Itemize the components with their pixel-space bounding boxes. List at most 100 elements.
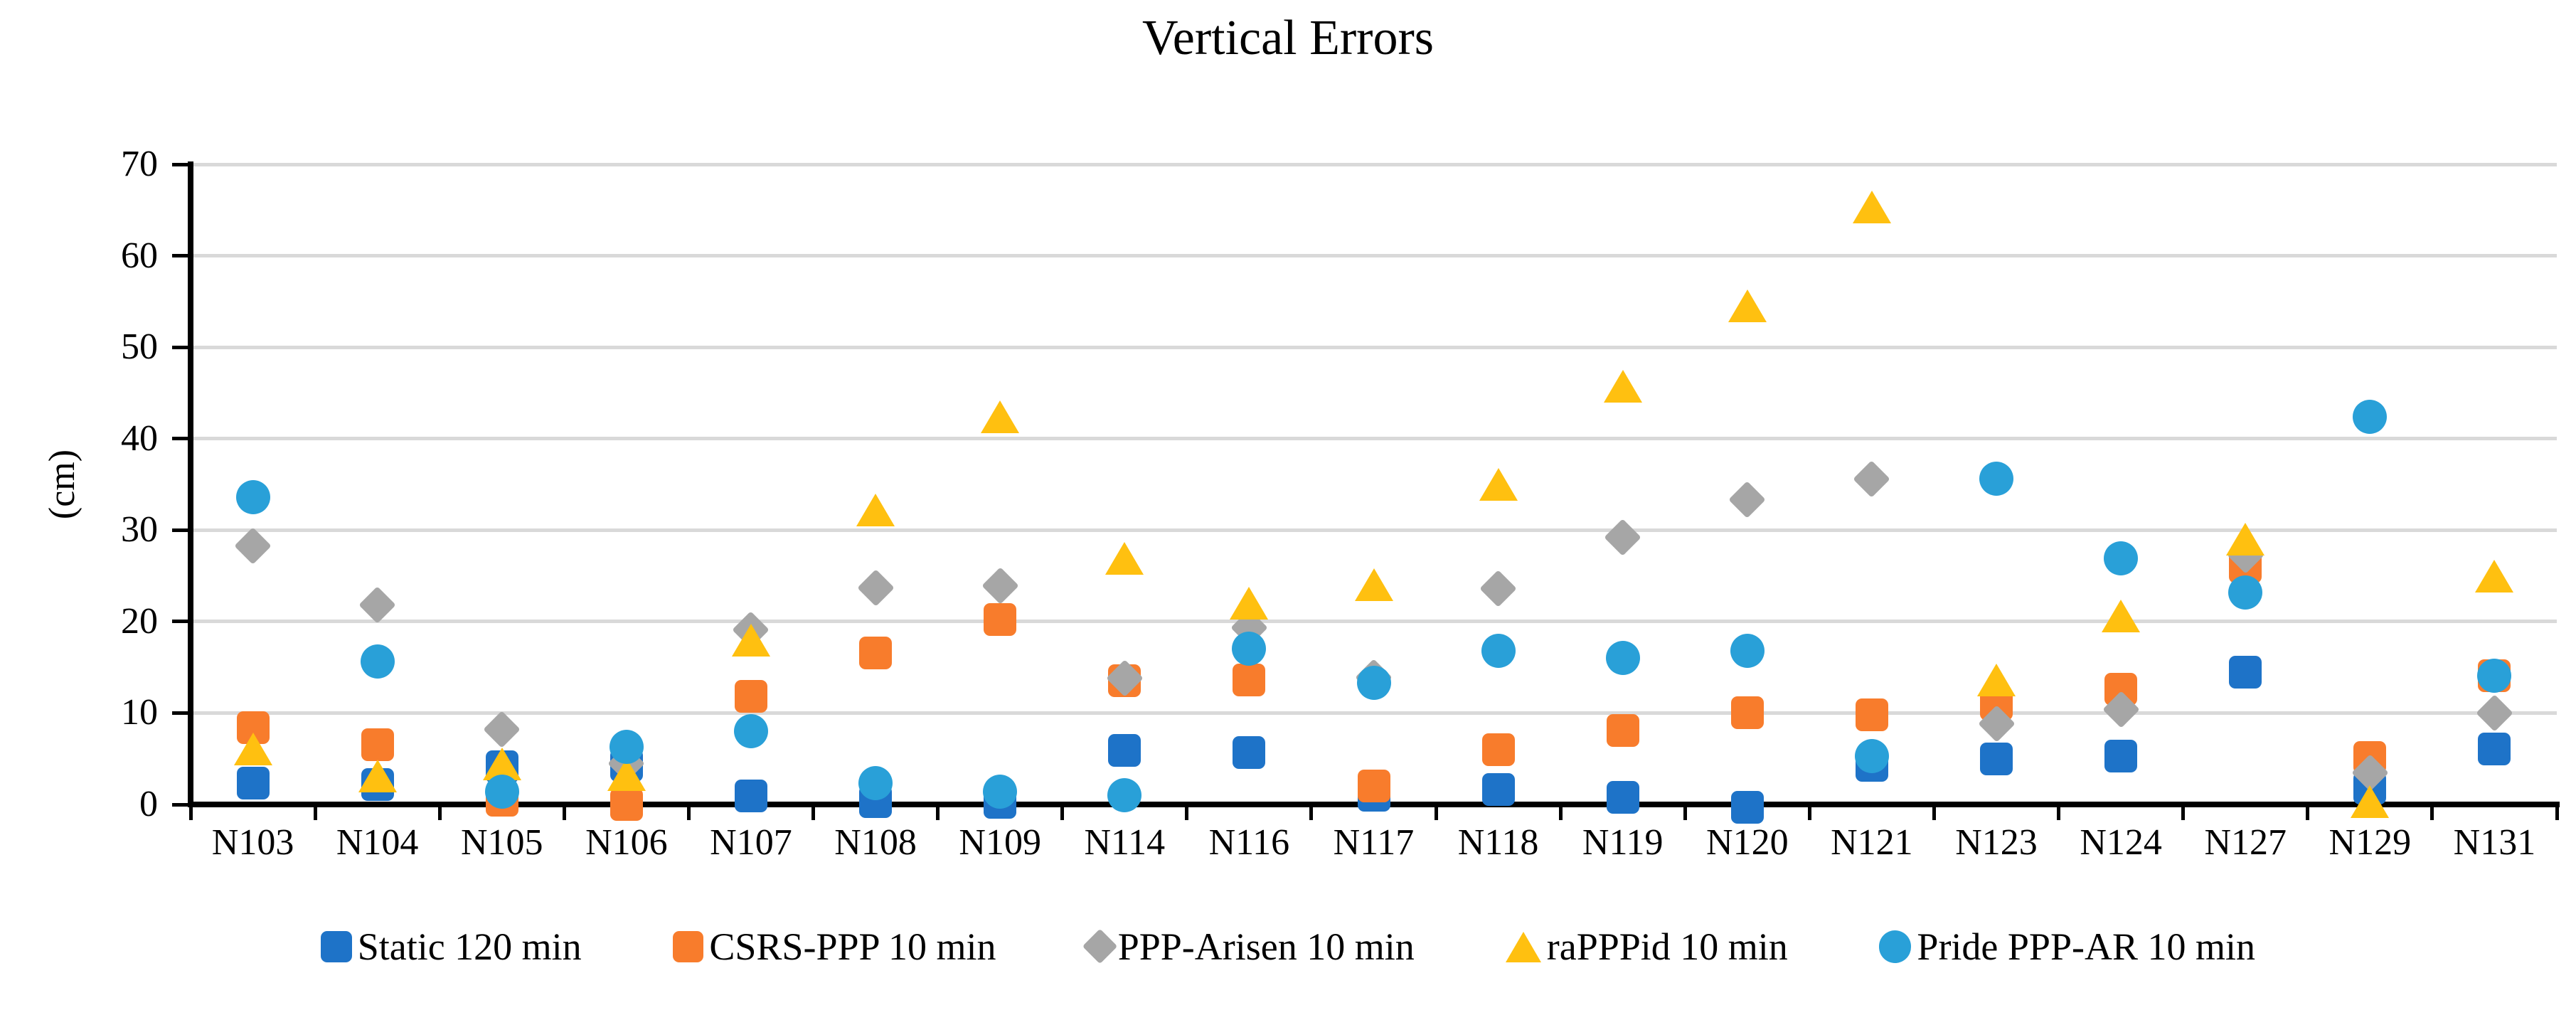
x-tick-label: N119 xyxy=(1582,822,1664,863)
y-tick-label: 50 xyxy=(121,326,158,368)
y-tick xyxy=(172,162,191,166)
marker-circle xyxy=(733,714,768,749)
x-tick-label: N106 xyxy=(585,822,668,863)
legend-circle-icon xyxy=(1878,930,1912,963)
marker-triangle xyxy=(1479,468,1518,501)
marker-diamond xyxy=(981,567,1019,605)
x-tick xyxy=(1309,804,1314,820)
marker-circle xyxy=(609,730,644,764)
marker-triangle xyxy=(1852,191,1891,224)
marker-triangle xyxy=(2226,523,2265,556)
x-tick xyxy=(1932,804,1936,820)
legend-item: Pride PPP-AR 10 min xyxy=(1878,925,2255,969)
marker-square xyxy=(361,728,394,762)
y-tick-label: 60 xyxy=(121,235,158,276)
x-tick-label: N124 xyxy=(2080,822,2162,863)
x-tick xyxy=(936,804,940,820)
marker-circle xyxy=(484,775,519,809)
marker-circle xyxy=(1979,462,2014,496)
marker-square xyxy=(1233,735,1266,769)
legend-diamond-icon xyxy=(1082,929,1117,964)
y-tick xyxy=(172,711,191,715)
gridline xyxy=(191,620,2557,624)
marker-circle xyxy=(983,775,1018,809)
marker-circle xyxy=(1107,778,1142,813)
gridline xyxy=(191,711,2557,715)
x-tick-label: N114 xyxy=(1084,822,1166,863)
x-tick-label: N129 xyxy=(2328,822,2412,863)
x-tick-label: N109 xyxy=(959,822,1041,863)
x-tick xyxy=(313,804,317,820)
marker-circle xyxy=(2228,575,2263,610)
marker-triangle xyxy=(731,623,770,657)
marker-square xyxy=(2229,655,2262,689)
marker-triangle xyxy=(233,732,272,765)
y-tick-label: 30 xyxy=(121,509,158,551)
x-tick xyxy=(1060,804,1065,820)
marker-diamond xyxy=(1604,519,1641,556)
y-tick xyxy=(172,802,191,807)
marker-triangle xyxy=(1105,542,1144,575)
gridline xyxy=(191,528,2557,532)
x-tick-label: N107 xyxy=(710,822,792,863)
x-tick xyxy=(2181,804,2186,820)
marker-square xyxy=(1108,734,1141,767)
legend-item: PPP-Arisen 10 min xyxy=(1082,925,1415,969)
marker-circle xyxy=(858,766,893,801)
marker-circle xyxy=(1854,738,1889,773)
x-tick xyxy=(1683,804,1687,820)
y-axis-line xyxy=(188,161,193,807)
marker-triangle xyxy=(358,760,397,793)
legend-label: Pride PPP-AR 10 min xyxy=(1917,925,2255,968)
marker-diamond xyxy=(234,526,272,565)
marker-triangle xyxy=(2102,600,2141,633)
marker-square xyxy=(2104,739,2138,772)
marker-square xyxy=(1481,773,1515,807)
y-tick-label: 20 xyxy=(121,600,158,642)
x-tick xyxy=(2306,804,2310,820)
x-tick xyxy=(2057,804,2061,820)
y-tick xyxy=(172,345,191,349)
x-tick-label: N127 xyxy=(2204,822,2287,863)
legend-label: CSRS-PPP 10 min xyxy=(709,925,996,968)
x-tick-label: N104 xyxy=(336,822,419,863)
marker-diamond xyxy=(2476,694,2513,732)
y-tick-label: 0 xyxy=(139,784,158,824)
marker-square xyxy=(1233,664,1266,697)
marker-square xyxy=(1606,713,1639,747)
marker-diamond xyxy=(856,569,895,607)
marker-diamond xyxy=(358,586,396,624)
x-tick-label: N108 xyxy=(834,822,917,863)
marker-circle xyxy=(1232,632,1267,666)
marker-circle xyxy=(1730,634,1765,668)
y-tick-label: 10 xyxy=(121,692,158,733)
x-tick xyxy=(188,804,193,820)
x-tick xyxy=(1434,804,1438,820)
marker-square xyxy=(1730,696,1764,730)
marker-square xyxy=(1357,770,1390,803)
x-tick-label: N131 xyxy=(2453,822,2536,863)
marker-triangle xyxy=(1354,568,1393,602)
marker-triangle xyxy=(856,494,895,526)
x-tick-label: N117 xyxy=(1333,822,1415,863)
y-tick-label: 40 xyxy=(121,418,158,459)
legend-triangle-icon xyxy=(1505,931,1541,962)
marker-triangle xyxy=(1230,587,1269,620)
x-tick xyxy=(562,804,566,820)
marker-circle xyxy=(2353,399,2388,434)
marker-square xyxy=(1481,733,1515,766)
legend: Static 120 min CSRS-PPP 10 min PPP-Arisen … xyxy=(0,925,2576,969)
legend-item: Static 120 min xyxy=(321,925,582,969)
marker-square xyxy=(859,636,893,669)
y-tick xyxy=(172,528,191,532)
marker-square xyxy=(1980,742,2013,775)
x-tick-label: N123 xyxy=(1955,822,2038,863)
marker-square xyxy=(1855,698,1888,731)
marker-diamond xyxy=(1728,481,1766,519)
x-tick xyxy=(1185,804,1189,820)
y-tick xyxy=(172,254,191,258)
x-tick-label: N121 xyxy=(1831,822,1913,863)
marker-square xyxy=(984,603,1017,637)
marker-circle xyxy=(2104,541,2139,576)
